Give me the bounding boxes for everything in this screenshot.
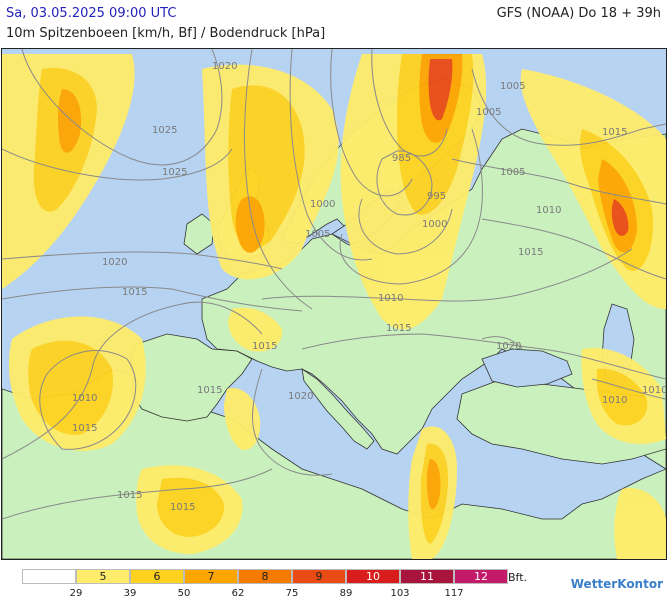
isobar-label: 1000 bbox=[310, 199, 335, 210]
sea-black-sea bbox=[481, 348, 573, 388]
gust-patch bbox=[28, 340, 113, 435]
legend-unit: Bft. bbox=[508, 571, 528, 584]
isobar-label: 1005 bbox=[305, 229, 330, 240]
isobar-label: 1020 bbox=[496, 341, 521, 352]
isobar-label: 1015 bbox=[386, 323, 411, 334]
legend-value: 89 bbox=[339, 588, 353, 599]
legend-bin bbox=[22, 569, 76, 584]
legend-value: 39 bbox=[123, 588, 137, 599]
isobar-line bbox=[39, 350, 137, 450]
isobar-labels: 1020 1025 1025 1020 1015 1010 1015 1015 … bbox=[72, 61, 666, 513]
weather-map: 1020 1025 1025 1020 1015 1010 1015 1015 … bbox=[1, 48, 667, 560]
gust-patch bbox=[57, 89, 82, 153]
isobar-line bbox=[2, 301, 263, 460]
isobar-line bbox=[376, 150, 433, 216]
isobar-line bbox=[591, 378, 666, 400]
isobar-label: 1015 bbox=[197, 385, 222, 396]
legend-value: 103 bbox=[390, 588, 410, 599]
isobar-line bbox=[471, 68, 666, 146]
isobar-label: 995 bbox=[427, 191, 446, 202]
legend-bin: 10 bbox=[346, 569, 400, 584]
isobar-label: 1020 bbox=[288, 391, 313, 402]
isobar-line bbox=[358, 198, 453, 255]
map-subtitle: 10m Spitzenboeen [km/h, Bf] / Bodendruck… bbox=[6, 26, 326, 41]
legend-value: 62 bbox=[231, 588, 245, 599]
legend-value: 29 bbox=[69, 588, 83, 599]
isobar-line bbox=[330, 49, 413, 197]
isobar-label: 1010 bbox=[642, 385, 666, 396]
isobar-label: 1010 bbox=[536, 205, 561, 216]
isobar-line bbox=[451, 158, 666, 205]
legend-bin: 12 bbox=[454, 569, 508, 584]
isobars bbox=[2, 49, 666, 520]
gust-patch bbox=[426, 459, 441, 510]
isobar-line bbox=[481, 218, 666, 280]
isobar-line bbox=[2, 251, 283, 270]
legend-bin: 7 bbox=[184, 569, 238, 584]
isobar-label: 985 bbox=[392, 153, 411, 164]
gust-patch bbox=[157, 477, 225, 537]
isobar-line bbox=[481, 336, 523, 350]
isobar-label: 1025 bbox=[162, 167, 187, 178]
isobar-label: 1015 bbox=[117, 490, 142, 501]
gust-patch bbox=[614, 488, 666, 559]
isobar-line bbox=[301, 333, 666, 380]
isobar-label: 1015 bbox=[72, 423, 97, 434]
isobar-line bbox=[261, 248, 633, 302]
isobar-label: 1025 bbox=[152, 125, 177, 136]
legend-bin: 11 bbox=[400, 569, 454, 584]
weather-map-svg: 1020 1025 1025 1020 1015 1010 1015 1015 … bbox=[2, 49, 666, 559]
isobar-line bbox=[2, 148, 233, 181]
isobar-label: 1015 bbox=[602, 127, 627, 138]
isobar-label: 1015 bbox=[170, 502, 195, 513]
isobar-label: 1015 bbox=[252, 341, 277, 352]
legend-bin: 8 bbox=[238, 569, 292, 584]
isobar-label: 1020 bbox=[212, 61, 237, 72]
isobar-label: 1010 bbox=[378, 293, 403, 304]
isobar-label: 1015 bbox=[518, 247, 543, 258]
isobar-label: 1010 bbox=[72, 393, 97, 404]
brand-logo: WetterKontor bbox=[570, 577, 663, 591]
legend-bin: 6 bbox=[130, 569, 184, 584]
legend-value: 50 bbox=[177, 588, 191, 599]
isobar-line bbox=[252, 368, 333, 476]
isobar-label: 1005 bbox=[500, 167, 525, 178]
model-run: GFS (NOAA) Do 18 + 39h bbox=[496, 6, 661, 21]
forecast-datetime: Sa, 03.05.2025 09:00 UTC bbox=[6, 6, 177, 21]
isobar-line bbox=[21, 49, 223, 166]
gust-patch bbox=[224, 388, 261, 450]
isobar-line bbox=[244, 49, 313, 310]
isobar-line bbox=[2, 468, 273, 520]
isobar-line bbox=[289, 49, 373, 261]
land-ireland bbox=[183, 213, 215, 255]
legend-bin: 5 bbox=[76, 569, 130, 584]
isobar-label: 1015 bbox=[122, 287, 147, 298]
legend-bin: 9 bbox=[292, 569, 346, 584]
isobar-label: 1005 bbox=[476, 107, 501, 118]
gust-patch bbox=[611, 199, 629, 236]
gust-patch bbox=[596, 368, 648, 426]
isobar-line bbox=[371, 49, 448, 157]
isobar-label: 1010 bbox=[602, 395, 627, 406]
land-italy bbox=[301, 368, 375, 450]
isobar-line bbox=[2, 286, 303, 312]
isobar-line bbox=[339, 128, 483, 285]
isobar-label: 1020 bbox=[102, 257, 127, 268]
gust-patches bbox=[2, 54, 666, 559]
isobar-label: 1000 bbox=[422, 219, 447, 230]
legend-value: 117 bbox=[444, 588, 464, 599]
gust-patch bbox=[428, 59, 453, 121]
gust-patch bbox=[228, 307, 283, 352]
legend-value: 75 bbox=[285, 588, 299, 599]
isobar-label: 1005 bbox=[500, 81, 525, 92]
